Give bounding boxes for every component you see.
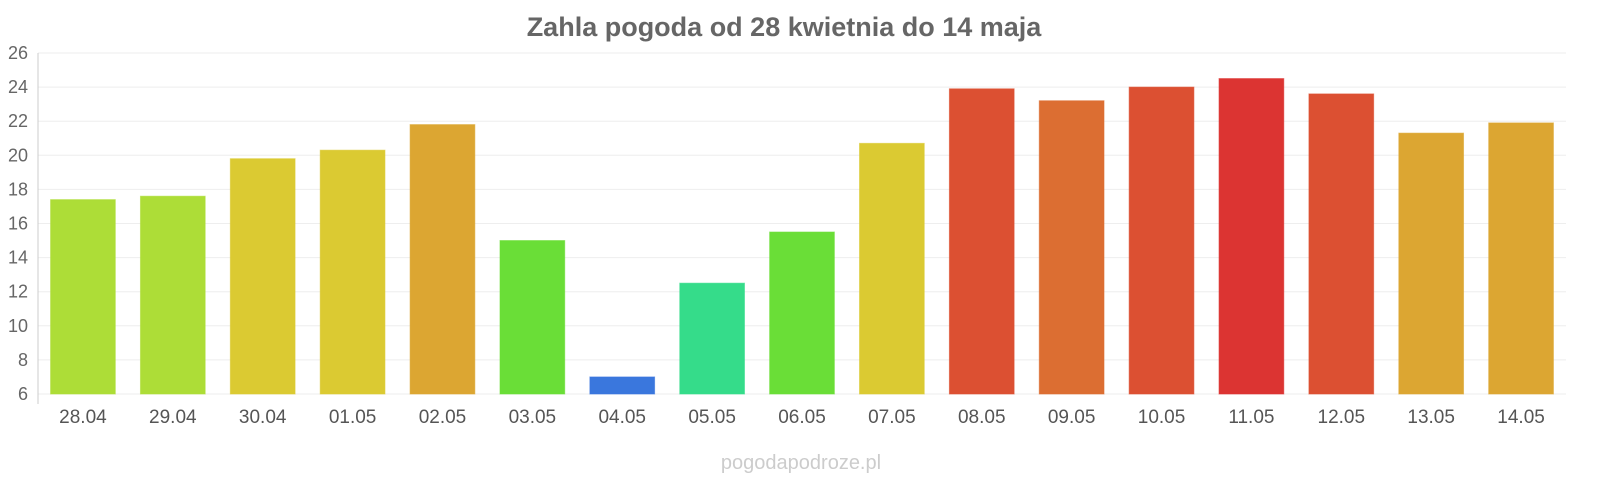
bar [589, 376, 656, 395]
chart-title: Zahla pogoda od 28 kwietnia do 14 maja [527, 12, 1043, 42]
y-tick-label: 22 [8, 111, 28, 131]
bar [229, 158, 296, 395]
bar [409, 124, 476, 395]
credit-text: pogodapodroze.pl [721, 452, 881, 474]
bar [1488, 122, 1554, 395]
bars [50, 78, 1554, 395]
x-tick-label: 03.05 [509, 407, 557, 428]
bar [1128, 86, 1195, 395]
y-tick-label: 10 [8, 316, 28, 336]
x-tick-label: 10.05 [1138, 407, 1186, 428]
x-tick-label: 04.05 [598, 407, 646, 428]
x-tick-label: 29.04 [149, 407, 197, 428]
x-tick-label: 02.05 [419, 407, 467, 428]
bar [1398, 132, 1465, 395]
bar [679, 282, 745, 395]
bar [859, 142, 925, 395]
bar [319, 149, 386, 395]
x-tick-label: 07.05 [868, 407, 916, 428]
bar [769, 231, 835, 395]
bar [948, 88, 1015, 395]
bar [1218, 78, 1285, 395]
bar [50, 199, 116, 395]
x-axis-ticks: 28.04 29.04 30.04 01.05 02.05 03.05 04.05 05.05… [59, 407, 1545, 428]
y-tick-label: 14 [8, 248, 28, 268]
x-tick-label: 13.05 [1407, 407, 1455, 428]
x-tick-label: 14.05 [1497, 407, 1545, 428]
y-tick-label: 12 [8, 282, 28, 302]
bar [499, 240, 566, 395]
x-tick-label: 11.05 [1228, 407, 1274, 428]
y-tick-label: 16 [8, 214, 28, 234]
bar [1038, 100, 1105, 395]
y-tick-label: 18 [8, 179, 28, 199]
y-axis-ticks: 6 8 10 12 14 16 18 20 22 24 26 [8, 43, 28, 404]
x-tick-label: 08.05 [958, 407, 1006, 428]
y-tick-label: 20 [8, 145, 28, 165]
x-tick-label: 12.05 [1318, 407, 1366, 428]
bar [139, 195, 206, 395]
y-tick-label: 26 [8, 43, 28, 63]
x-tick-label: 28.04 [59, 407, 107, 428]
y-tick-label: 6 [18, 384, 28, 404]
bar [1308, 93, 1375, 395]
x-tick-label: 01.05 [329, 407, 377, 428]
y-tick-label: 8 [18, 350, 28, 370]
x-tick-label: 30.04 [239, 407, 287, 428]
x-tick-label: 09.05 [1048, 407, 1096, 428]
x-tick-label: 06.05 [778, 407, 826, 428]
x-tick-label: 05.05 [688, 407, 736, 428]
y-tick-label: 24 [8, 77, 28, 97]
